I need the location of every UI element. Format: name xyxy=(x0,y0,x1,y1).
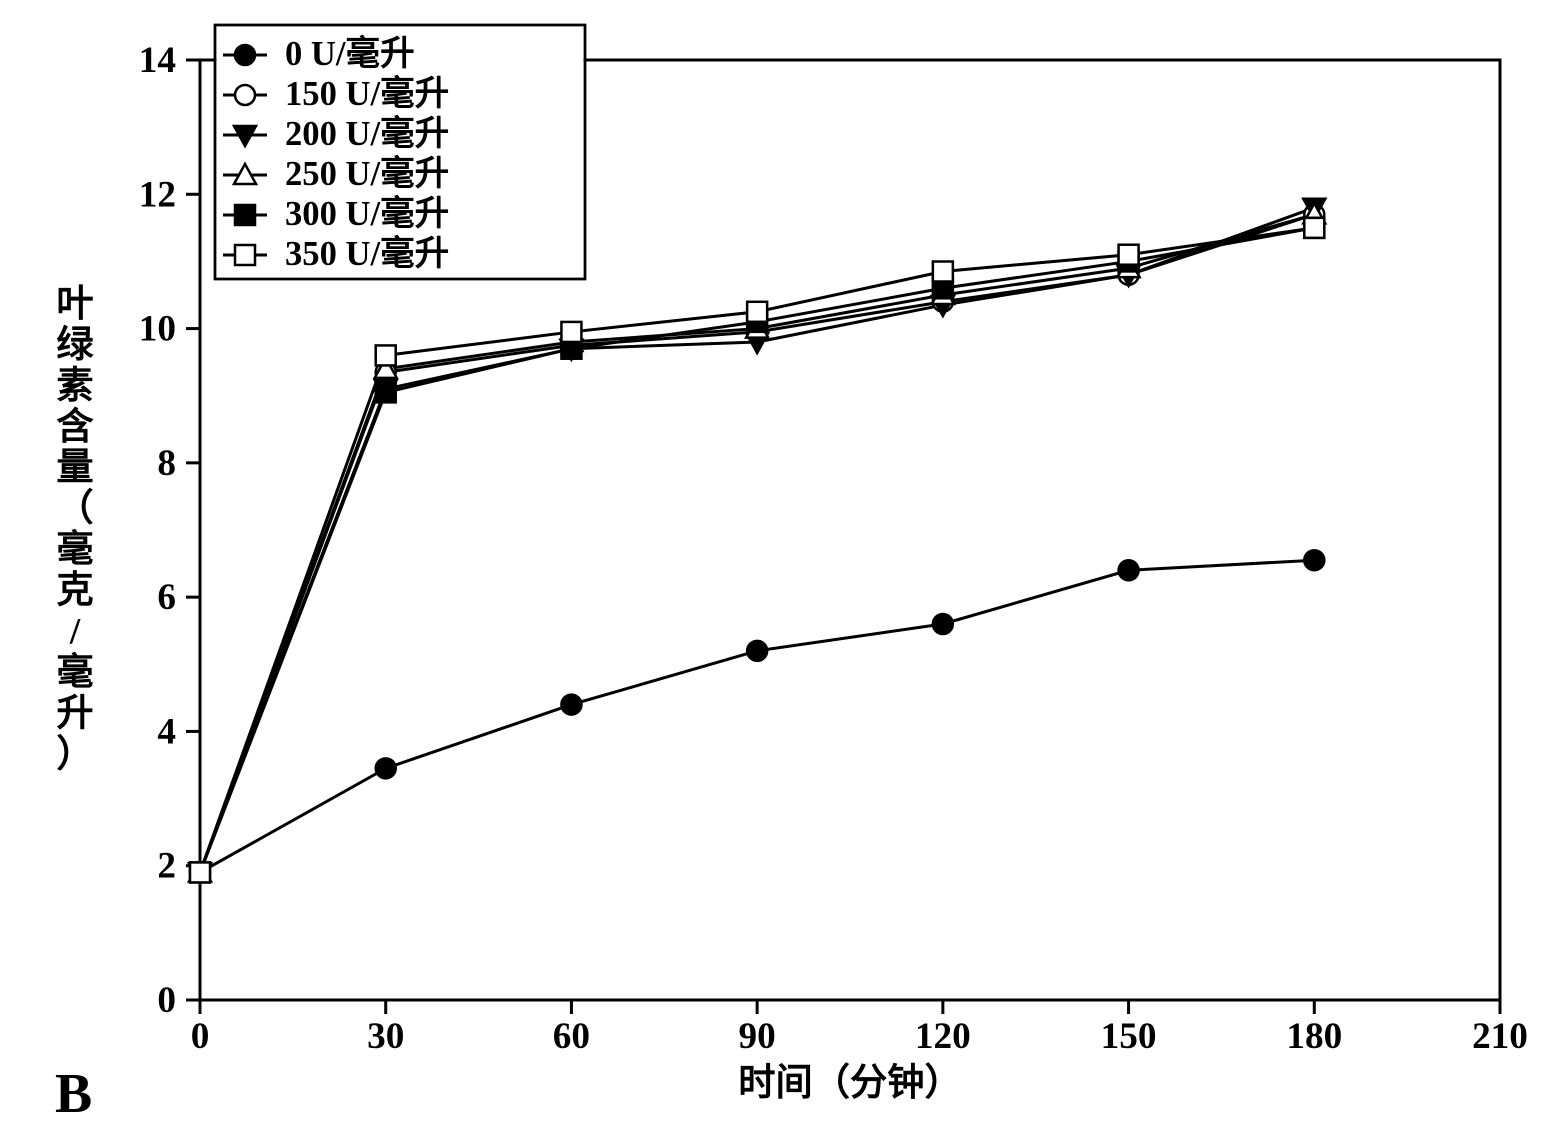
y-tick-label: 6 xyxy=(157,577,176,618)
y-tick-label: 4 xyxy=(157,711,176,752)
y-axis-title-svg: 叶绿素含量（毫克/毫升） xyxy=(56,284,94,776)
svg-text:）: ） xyxy=(56,733,93,775)
chart-container: 0 30 60 90 120 150 180 210 0 2 4 6 8 10 12 14 时间（分钟） 叶绿素含… xyxy=(0,0,1560,1134)
x-tick-label: 180 xyxy=(1286,1016,1342,1057)
svg-text:毫: 毫 xyxy=(56,529,93,571)
legend-label: 250 U/毫升 xyxy=(285,154,449,193)
svg-text:克: 克 xyxy=(56,570,93,612)
x-axis-title-svg: 时间（分钟） xyxy=(738,1062,961,1104)
panel-label-svg: B xyxy=(55,1063,92,1125)
x-tick-label: 120 xyxy=(915,1016,971,1057)
legend-label: 150 U/毫升 xyxy=(285,74,449,113)
x-tick-label: 90 xyxy=(739,1016,776,1057)
svg-text:（: （ xyxy=(56,488,93,530)
svg-text:量: 量 xyxy=(56,448,93,489)
svg-text:升: 升 xyxy=(56,693,93,735)
svg-text:素: 素 xyxy=(56,365,93,407)
y-tick-label: 10 xyxy=(139,309,176,350)
legend: 0 U/毫升150 U/毫升200 U/毫升250 U/毫升300 U/毫升35… xyxy=(215,25,585,279)
svg-text:叶: 叶 xyxy=(56,284,93,325)
y-tick-label: 12 xyxy=(139,174,176,215)
legend-label: 300 U/毫升 xyxy=(285,194,449,233)
svg-text:/: / xyxy=(69,612,81,653)
legend-label: 200 U/毫升 xyxy=(285,114,449,153)
x-tick-label: 60 xyxy=(553,1016,590,1057)
x-tick-label: 0 xyxy=(191,1016,210,1057)
legend-label: 0 U/毫升 xyxy=(285,34,415,73)
x-tick-label: 210 xyxy=(1472,1016,1528,1057)
legend-label: 350 U/毫升 xyxy=(285,234,449,273)
svg-text:含: 含 xyxy=(56,406,94,448)
line-chart: 0 30 60 90 120 150 180 210 0 2 4 6 8 10 12 14 时间（分钟） 叶绿素含… xyxy=(0,0,1560,1134)
y-tick-label: 14 xyxy=(139,40,176,81)
x-tick-label: 30 xyxy=(367,1016,404,1057)
x-tick-label: 150 xyxy=(1101,1016,1157,1057)
svg-text:绿: 绿 xyxy=(56,324,94,366)
y-tick-label: 8 xyxy=(157,443,176,484)
y-tick-label: 0 xyxy=(157,980,176,1021)
y-tick-label: 2 xyxy=(157,846,176,887)
svg-text:毫: 毫 xyxy=(56,652,93,694)
